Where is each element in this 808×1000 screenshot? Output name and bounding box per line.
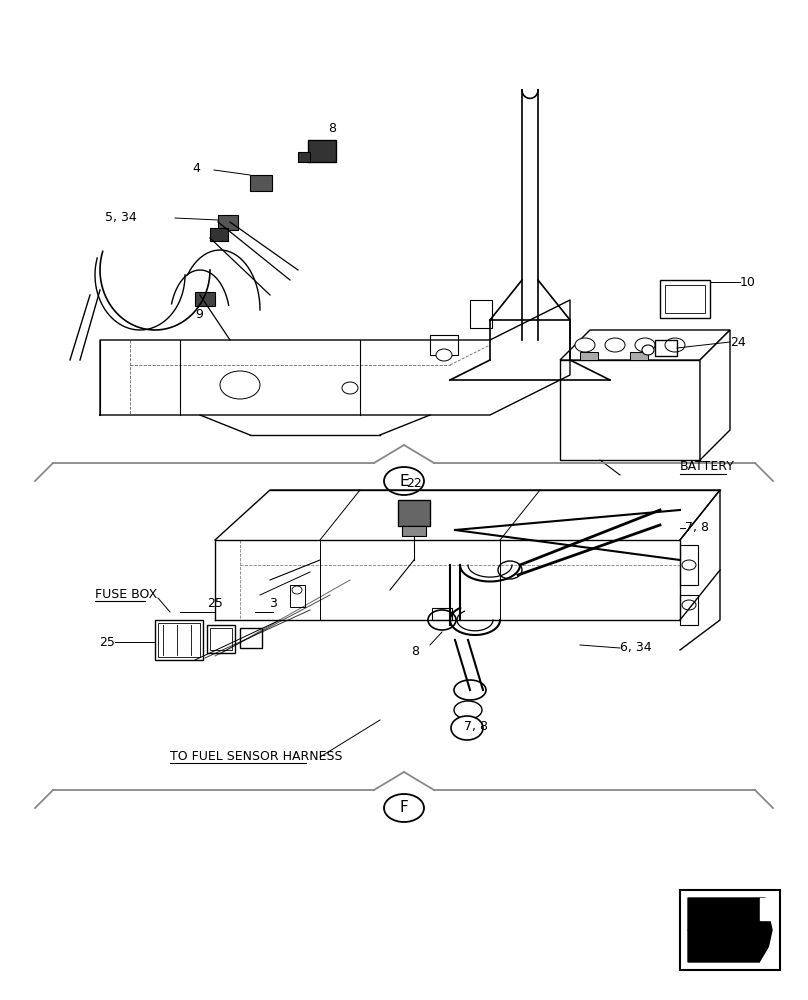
Text: TO FUEL SENSOR HARNESS: TO FUEL SENSOR HARNESS bbox=[170, 750, 343, 764]
Ellipse shape bbox=[682, 560, 696, 570]
Bar bbox=[430, 335, 458, 355]
Text: 24: 24 bbox=[730, 336, 746, 349]
Bar bbox=[290, 585, 305, 607]
Text: 6, 34: 6, 34 bbox=[620, 642, 651, 654]
Ellipse shape bbox=[682, 600, 696, 610]
Text: 7, 8: 7, 8 bbox=[685, 522, 709, 534]
Bar bbox=[432, 608, 452, 620]
Bar bbox=[665, 285, 705, 313]
Bar bbox=[402, 526, 426, 536]
Ellipse shape bbox=[428, 610, 456, 630]
Text: 8: 8 bbox=[411, 645, 419, 658]
Ellipse shape bbox=[635, 338, 655, 352]
Bar bbox=[630, 352, 648, 360]
Polygon shape bbox=[760, 942, 772, 962]
Ellipse shape bbox=[575, 338, 595, 352]
Polygon shape bbox=[688, 930, 772, 962]
Ellipse shape bbox=[665, 338, 685, 352]
Bar bbox=[195, 292, 215, 306]
Polygon shape bbox=[700, 330, 730, 460]
Text: E: E bbox=[399, 474, 409, 488]
Ellipse shape bbox=[292, 586, 302, 594]
Bar bbox=[680, 595, 698, 625]
Ellipse shape bbox=[605, 338, 625, 352]
Bar bbox=[155, 620, 203, 660]
Bar bbox=[250, 175, 272, 191]
Bar bbox=[560, 360, 700, 460]
Ellipse shape bbox=[498, 561, 522, 579]
Text: BATTERY: BATTERY bbox=[680, 460, 734, 474]
Bar bbox=[308, 140, 336, 162]
Text: 25: 25 bbox=[207, 597, 223, 610]
Text: F: F bbox=[400, 800, 408, 816]
Text: 4: 4 bbox=[192, 161, 200, 174]
Ellipse shape bbox=[451, 716, 483, 740]
Polygon shape bbox=[560, 330, 730, 360]
Ellipse shape bbox=[342, 382, 358, 394]
Bar bbox=[158, 623, 200, 657]
Ellipse shape bbox=[436, 349, 452, 361]
Bar bbox=[218, 215, 238, 230]
Text: 9: 9 bbox=[195, 308, 203, 322]
Bar bbox=[680, 545, 698, 585]
Bar bbox=[207, 625, 235, 653]
Bar bbox=[398, 500, 430, 526]
Polygon shape bbox=[760, 898, 772, 920]
Text: 8: 8 bbox=[328, 121, 336, 134]
Ellipse shape bbox=[220, 371, 260, 399]
Ellipse shape bbox=[454, 680, 486, 700]
Ellipse shape bbox=[384, 467, 424, 495]
Bar bbox=[298, 152, 310, 162]
Text: 3: 3 bbox=[269, 597, 277, 610]
Text: 22: 22 bbox=[406, 477, 422, 490]
Text: 7, 8: 7, 8 bbox=[464, 720, 488, 733]
Bar bbox=[680, 890, 780, 970]
Bar bbox=[660, 280, 710, 318]
Bar bbox=[210, 628, 232, 650]
Text: 25: 25 bbox=[99, 636, 115, 648]
Ellipse shape bbox=[642, 345, 654, 355]
Polygon shape bbox=[688, 898, 772, 930]
Text: 10: 10 bbox=[740, 275, 755, 288]
Ellipse shape bbox=[384, 794, 424, 822]
Ellipse shape bbox=[454, 701, 482, 719]
Bar bbox=[655, 340, 677, 356]
Bar bbox=[240, 628, 262, 648]
Bar bbox=[210, 228, 228, 241]
Text: FUSE BOX: FUSE BOX bbox=[95, 588, 158, 601]
Bar bbox=[580, 352, 598, 360]
Text: 5, 34: 5, 34 bbox=[105, 212, 137, 225]
Bar bbox=[470, 300, 492, 328]
